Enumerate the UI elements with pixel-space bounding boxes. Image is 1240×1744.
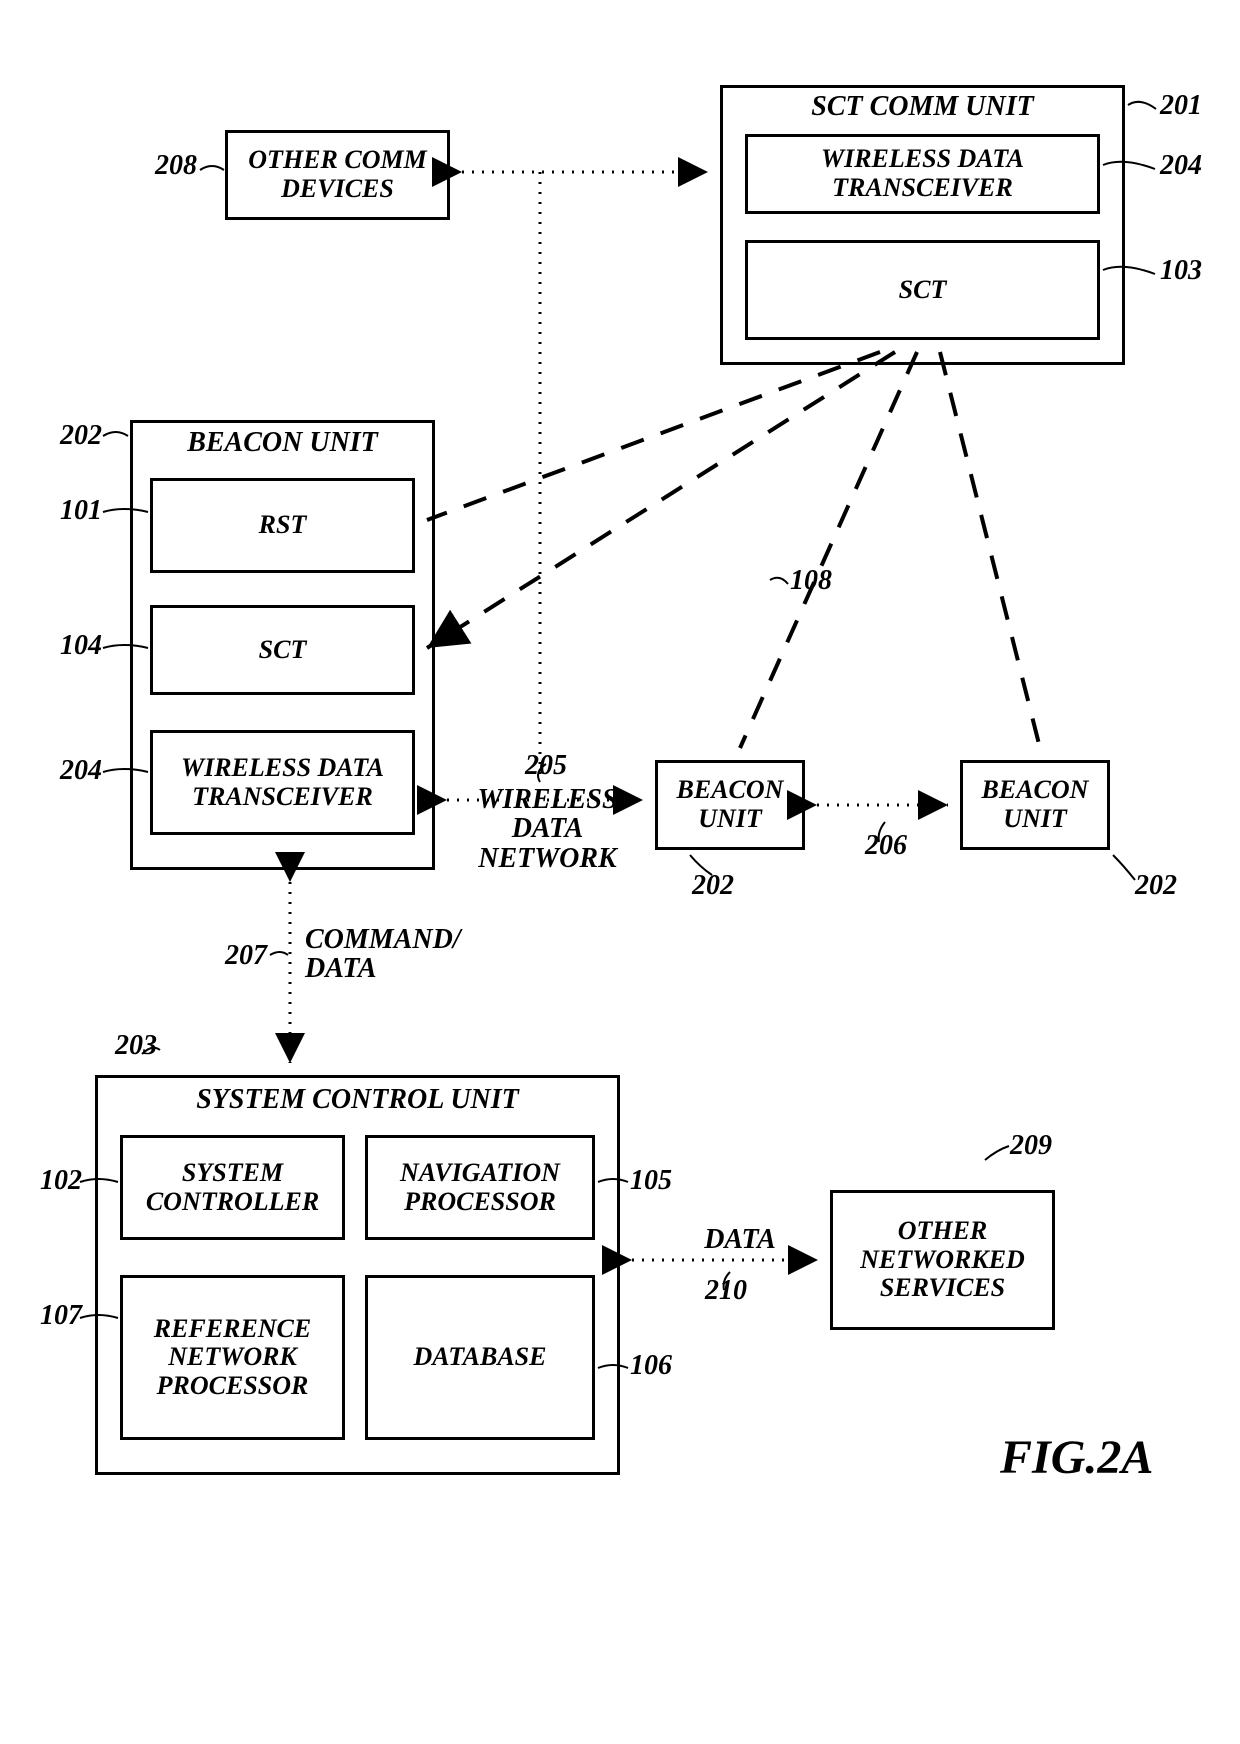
connector-overlay [0,0,1240,1744]
diagram-root: SCT COMM UNIT WIRELESS DATATRANSCEIVER S… [0,0,1240,1744]
